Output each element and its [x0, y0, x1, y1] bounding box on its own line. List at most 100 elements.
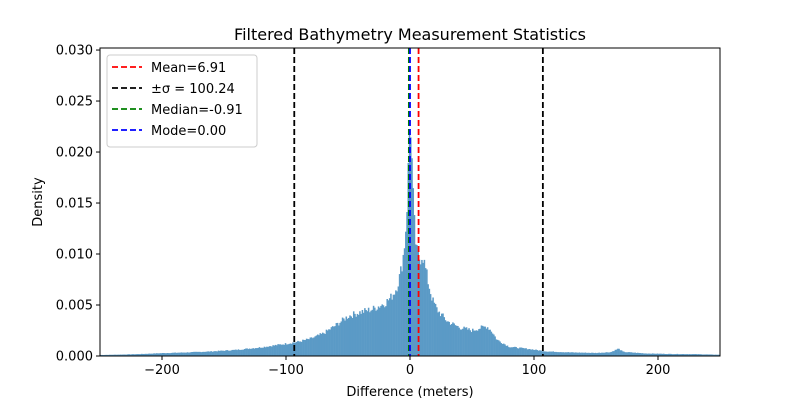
histogram-bar [113, 354, 116, 356]
histogram-bar [335, 323, 338, 356]
histogram-bar [695, 354, 697, 356]
histogram-bar [620, 350, 623, 356]
histogram-bar [387, 300, 390, 356]
histogram-bar [439, 316, 442, 356]
histogram-bar [486, 327, 489, 356]
y-tick-label: 0.025 [56, 95, 93, 110]
histogram-bar [470, 332, 473, 356]
histogram-bar [268, 346, 271, 356]
y-axis-ticks: 0.000 0.005 0.010 0.015 0.020 0.025 0.030 [56, 44, 100, 365]
histogram-bar [178, 352, 180, 356]
histogram-bar [467, 329, 469, 356]
histogram-bar [607, 352, 609, 356]
histogram-bar [267, 346, 269, 356]
histogram-bar [180, 352, 183, 356]
histogram-bar [701, 354, 703, 356]
histogram-bar [534, 350, 536, 356]
histogram-bar [421, 259, 423, 356]
legend-label: Mode=0.00 [151, 124, 226, 139]
histogram-bar [118, 354, 121, 356]
histogram-bar [441, 313, 443, 356]
histogram-bar [522, 348, 525, 356]
histogram-bar [309, 337, 312, 356]
histogram-bar [464, 327, 467, 356]
histogram-bar [362, 312, 365, 356]
histogram-bar [474, 330, 477, 356]
histogram-bar [307, 338, 309, 356]
histogram-bar [655, 353, 658, 356]
y-tick-label: 0.015 [56, 197, 93, 212]
histogram-bar [547, 351, 550, 356]
histogram-bar [171, 352, 174, 356]
histogram-bar [426, 269, 428, 356]
histogram-bar [263, 346, 266, 356]
histogram-bar [273, 345, 276, 356]
histogram-bar [320, 333, 323, 356]
histogram-bar [138, 354, 140, 356]
histogram-bar [665, 354, 667, 356]
histogram-bar [681, 354, 684, 356]
histogram-bar [206, 351, 209, 356]
histogram-bar [117, 354, 119, 356]
histogram-bar [359, 311, 361, 356]
histogram-bar [108, 354, 111, 356]
histogram-bar [716, 354, 718, 356]
histogram-bar [457, 326, 459, 356]
histogram-bar [660, 353, 663, 356]
histogram-bar [697, 354, 700, 356]
legend-label: ±σ = 100.24 [151, 82, 235, 97]
histogram-bar [661, 353, 664, 356]
histogram-bar [304, 340, 307, 356]
y-tick-label: 0.020 [56, 146, 93, 161]
histogram-bar [593, 353, 596, 356]
x-tick-label: 0 [406, 363, 414, 378]
histogram-bar [674, 354, 676, 356]
histogram-bar [488, 329, 490, 356]
histogram-bar [633, 352, 635, 356]
chart-title: Filtered Bathymetry Measurement Statisti… [234, 25, 586, 44]
histogram-bar [317, 334, 319, 356]
histogram-bar [188, 352, 190, 356]
histogram-bar [561, 352, 563, 356]
histogram-bar [235, 349, 237, 356]
histogram-bar [186, 352, 189, 356]
histogram-bar [131, 354, 133, 356]
histogram-bar [662, 353, 665, 356]
histogram-bar [219, 350, 221, 356]
histogram-bar [174, 352, 176, 356]
histogram-bar [351, 317, 354, 356]
histogram-bar [494, 336, 496, 356]
histogram-bar [499, 341, 501, 356]
histogram-bar [349, 315, 351, 356]
histogram-bar [139, 354, 142, 356]
histogram-bar [610, 351, 613, 356]
histogram-bar [352, 311, 355, 356]
histogram-bar [340, 321, 343, 356]
histogram-bar [121, 354, 123, 356]
x-axis-label: Difference (meters) [346, 385, 473, 400]
statistic-lines [293, 48, 544, 356]
histogram-bar [343, 318, 345, 356]
histogram-bar [401, 271, 403, 356]
histogram-bar [150, 353, 153, 356]
histogram-bar [527, 349, 530, 356]
histogram-bar [445, 321, 448, 356]
histogram-bar [379, 307, 381, 356]
histogram-bar [596, 353, 598, 356]
histogram-bar [369, 312, 371, 356]
histogram-bar [566, 352, 568, 356]
x-tick-label: −100 [268, 363, 304, 378]
histogram-bar [313, 337, 315, 356]
histogram-bar [598, 352, 601, 356]
histogram-bar [538, 350, 541, 356]
histogram-bar [458, 327, 460, 356]
histogram-bar [582, 352, 584, 356]
histogram-bar [169, 353, 171, 356]
histogram-bar [485, 328, 488, 356]
x-axis-ticks: −200 −100 0 100 200 [144, 356, 670, 378]
histogram-bar [242, 349, 245, 356]
histogram-bar [706, 354, 708, 356]
histogram-bar [112, 354, 114, 356]
histogram-bar [581, 352, 583, 356]
histogram-bar [155, 353, 158, 356]
